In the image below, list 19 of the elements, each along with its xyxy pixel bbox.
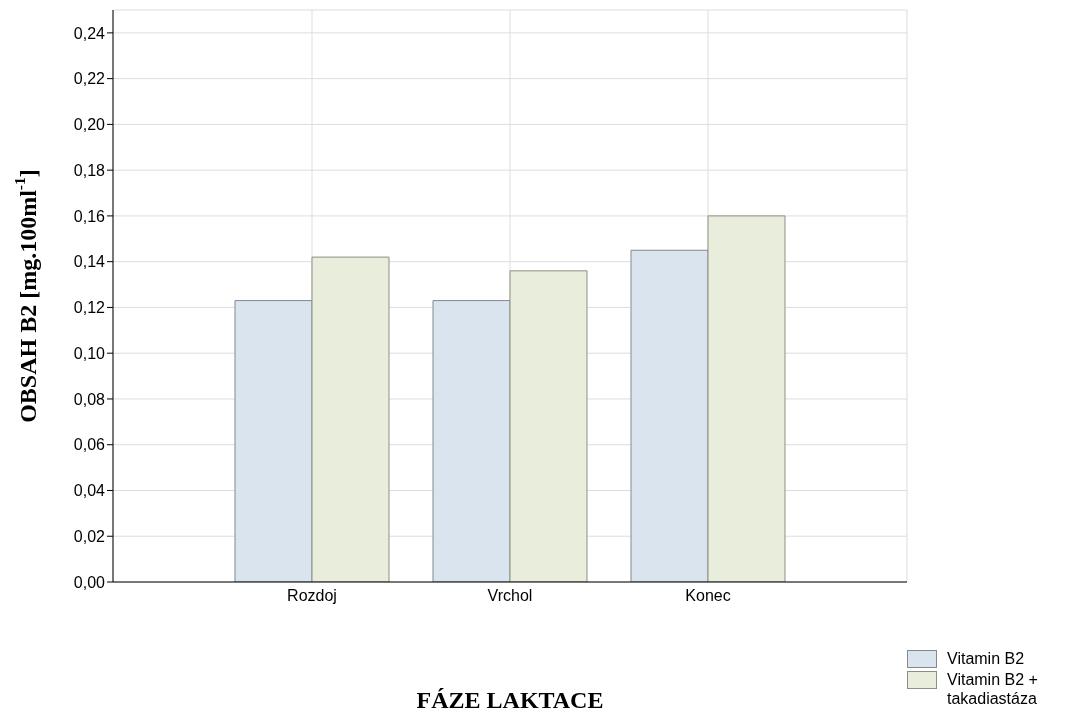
- y-tick-label: 0,14: [73, 253, 106, 271]
- y-tick-label: 0,18: [73, 161, 106, 179]
- y-tick-label: 0,22: [73, 70, 106, 88]
- x-axis-title: FÁZE LAKTACE: [416, 686, 604, 713]
- y-tick-label: 0,00: [73, 573, 106, 591]
- y-tick-label: 0,20: [73, 116, 106, 134]
- y-tick-label: 0,12: [73, 299, 106, 317]
- x-tick-label: Vrchol: [487, 587, 533, 605]
- y-tick-label: 0,10: [73, 344, 106, 362]
- y-tick-label: 0,08: [73, 390, 106, 408]
- x-tick-label: Konec: [685, 587, 731, 605]
- y-tick-label: 0,02: [73, 527, 106, 545]
- x-tick-label: Rozdoj: [287, 587, 337, 605]
- legend-label: Vitamin B2: [947, 649, 1026, 668]
- y-tick-label: 0,24: [73, 24, 106, 42]
- y-tick-label: 0,16: [73, 207, 106, 225]
- y-tick-label: 0,04: [73, 482, 106, 500]
- legend-label: Vitamin B2 + takadiastáza: [947, 670, 1039, 708]
- y-tick-label: 0,06: [73, 436, 106, 454]
